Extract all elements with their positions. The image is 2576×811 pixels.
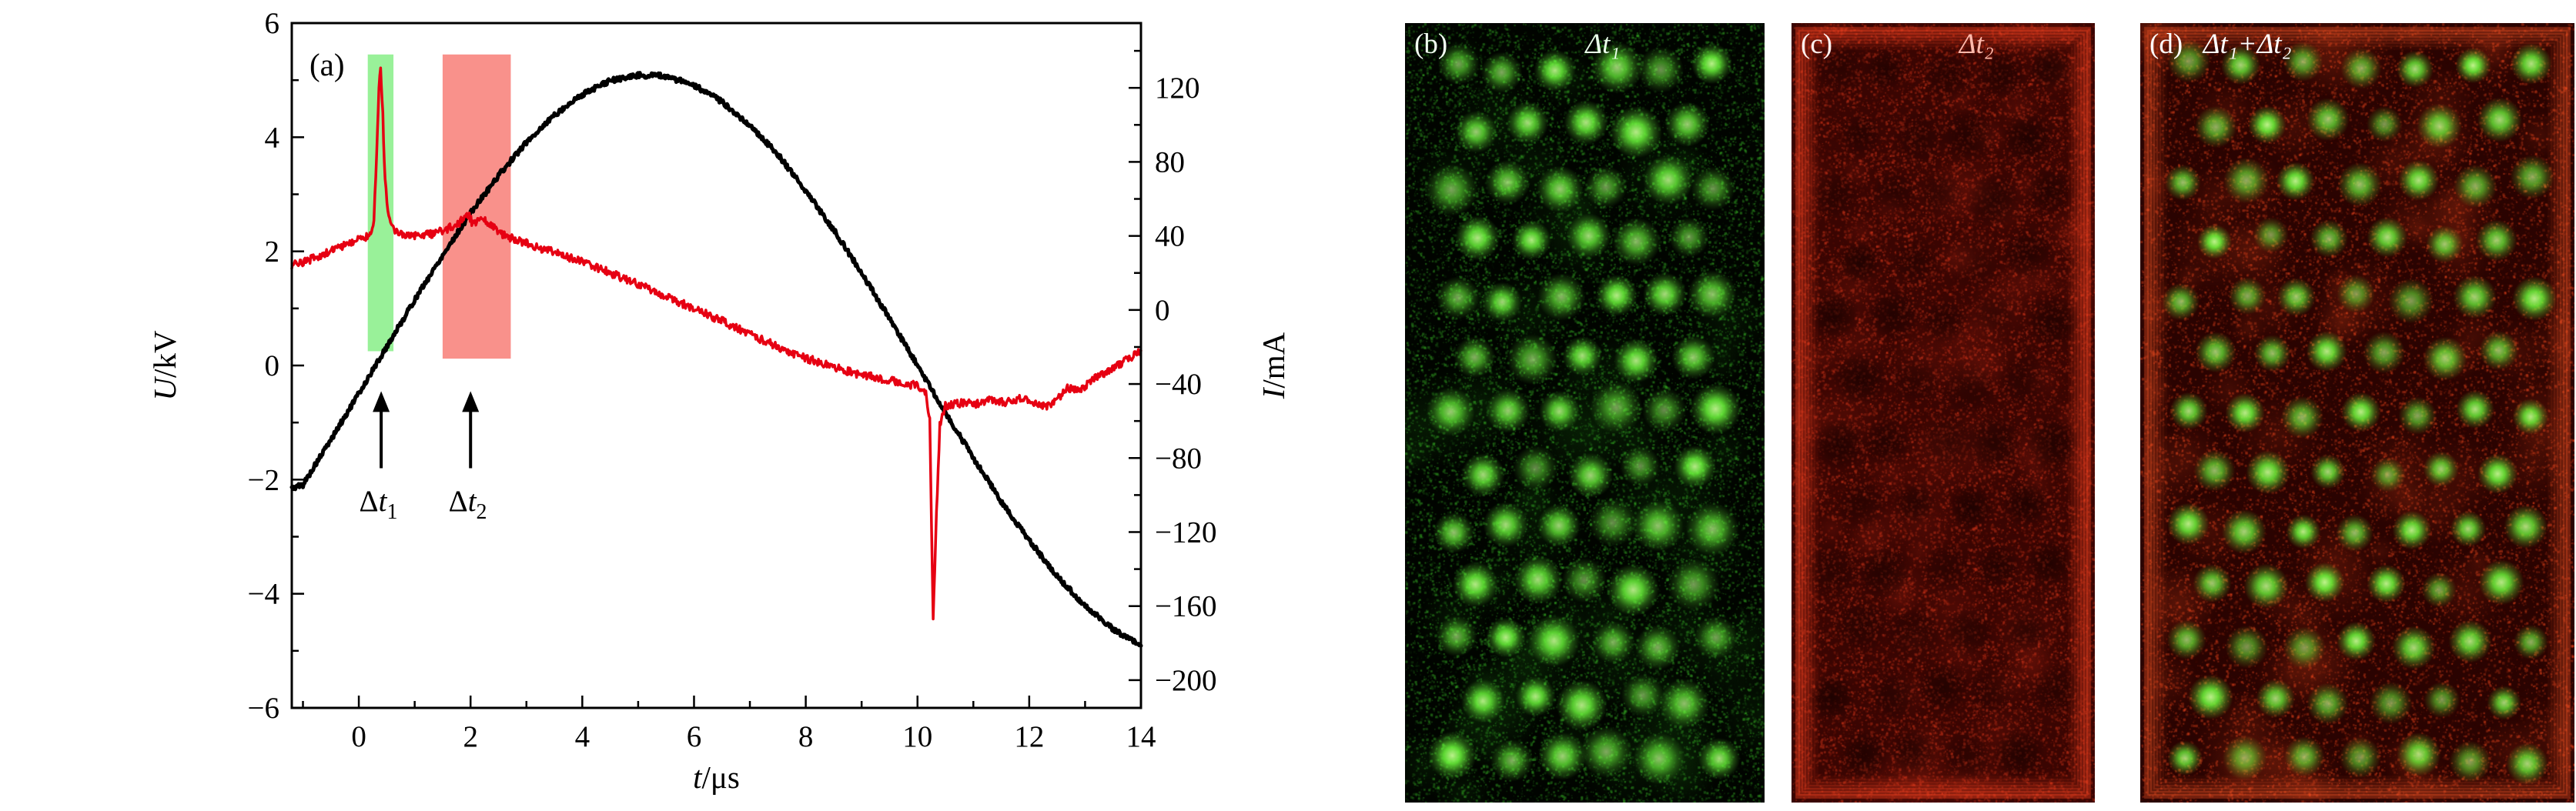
svg-text:Δt2: Δt2 (449, 485, 487, 524)
discharge-image-dt2 (1791, 23, 2095, 803)
svg-text:I/mA: I/mA (1256, 332, 1291, 399)
panel-d-label: (d) (2149, 28, 2183, 60)
svg-text:−120: −120 (1155, 516, 1217, 549)
discharge-image-dt1-dt2 (2140, 23, 2574, 803)
panel-a-chart: 0 2 4 6 8 10 12 14 6 4 2 0 −2 −4 −6 120 80 40 0 −40 −80 −120 −… (147, 7, 1291, 795)
panel-c-tag: Δt₂ (1959, 28, 1994, 60)
panel-d-discharge-image: (d) Δt₁+Δt₂ (2140, 23, 2574, 803)
panel-c-label: (c) (1801, 28, 1833, 60)
svg-text:2: 2 (463, 720, 478, 753)
svg-text:−80: −80 (1155, 442, 1202, 475)
svg-text:12: 12 (1014, 720, 1044, 753)
panel-b-label: (b) (1414, 28, 1448, 60)
svg-text:4: 4 (575, 720, 590, 753)
svg-text:−160: −160 (1155, 590, 1217, 623)
svg-text:8: 8 (798, 720, 814, 753)
svg-text:40: 40 (1155, 220, 1185, 253)
svg-text:6: 6 (265, 7, 280, 40)
svg-text:0: 0 (351, 720, 366, 753)
svg-text:U/kV: U/kV (147, 330, 182, 401)
svg-text:−6: −6 (248, 692, 280, 725)
panel-b-discharge-image: (b) Δt₁ (1405, 23, 1765, 803)
svg-text:14: 14 (1126, 720, 1156, 753)
panel-d-tag: Δt₁+Δt₂ (2203, 28, 2292, 60)
svg-text:Δt1: Δt1 (360, 485, 398, 524)
svg-text:4: 4 (265, 121, 280, 154)
waveform-chart: 0 2 4 6 8 10 12 14 6 4 2 0 −2 −4 −6 120 80 40 0 −40 −80 −120 −… (147, 7, 1291, 795)
svg-text:−40: −40 (1155, 368, 1202, 401)
discharge-image-dt1 (1405, 23, 1765, 803)
svg-text:−200: −200 (1155, 664, 1217, 697)
svg-text:6: 6 (687, 720, 702, 753)
svg-text:−2: −2 (248, 463, 280, 496)
svg-text:120: 120 (1155, 72, 1200, 105)
svg-text:(a): (a) (309, 47, 345, 82)
svg-text:t/μs: t/μs (693, 759, 740, 795)
svg-text:−4: −4 (248, 578, 280, 611)
panel-b-tag: Δt₁ (1585, 28, 1621, 60)
svg-text:10: 10 (902, 720, 932, 753)
svg-text:2: 2 (265, 235, 280, 269)
panel-c-discharge-image: (c) Δt₂ (1791, 23, 2095, 803)
svg-text:0: 0 (265, 349, 280, 382)
svg-text:80: 80 (1155, 145, 1185, 179)
svg-text:0: 0 (1155, 294, 1170, 327)
